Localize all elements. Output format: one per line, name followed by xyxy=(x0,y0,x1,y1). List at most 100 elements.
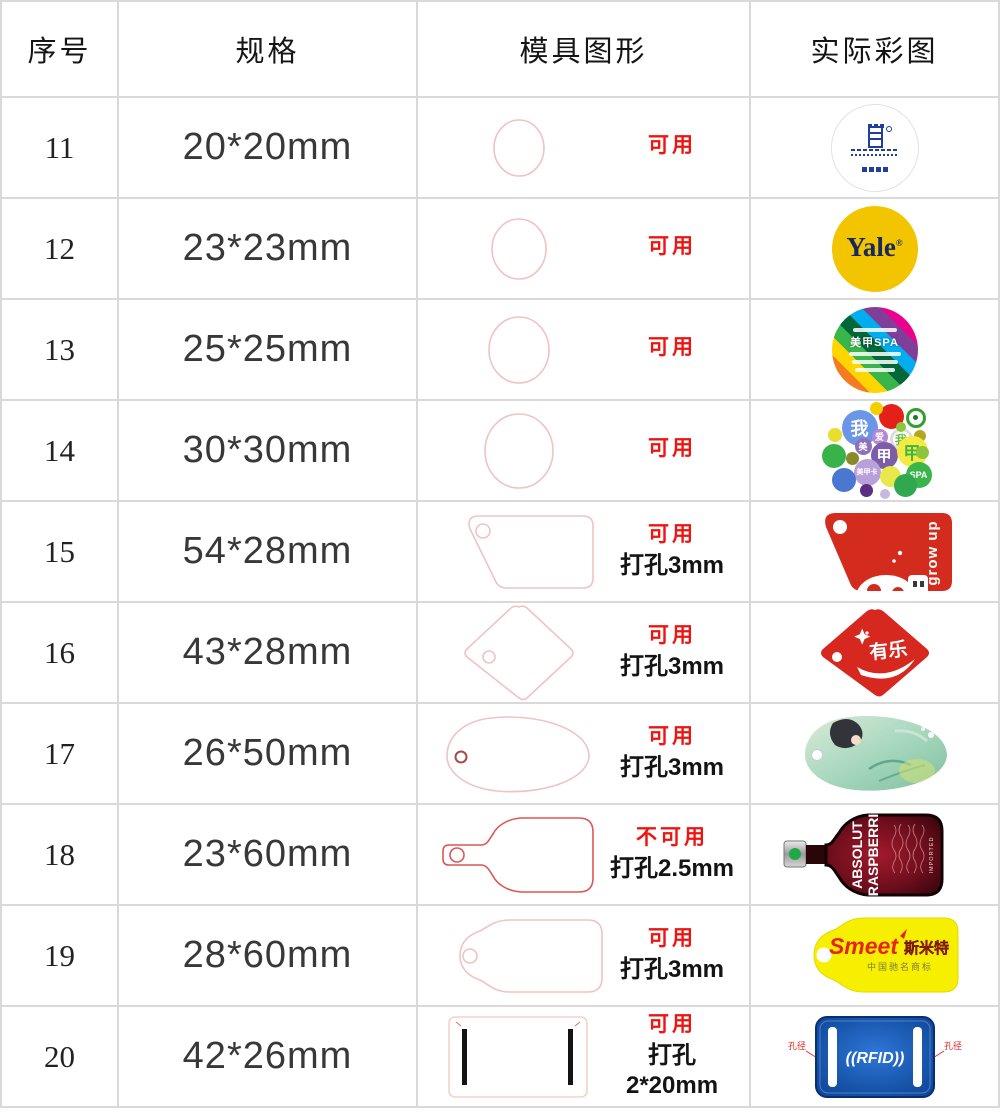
photo-cell: Smeet 斯米特 中国驰名商标 xyxy=(749,906,998,1005)
illegible-text-bar xyxy=(851,359,898,364)
diamond-mold-svg xyxy=(464,604,574,700)
mold-cell: 可用 打孔3mm xyxy=(416,502,749,601)
mold-cell: 可用 xyxy=(416,98,749,197)
serial-number: 15 xyxy=(44,533,75,569)
mold-annotation: 不可用 打孔2.5mm xyxy=(608,825,736,884)
usable-label: 不可用 xyxy=(636,825,708,849)
serial-number: 16 xyxy=(44,634,75,670)
absolut-bottle-image: ABSOLUT RASPBERRI IMPORTED xyxy=(783,813,944,896)
brand-subtitle: 中国驰名商标 xyxy=(866,961,932,972)
serial-number: 20 xyxy=(44,1038,75,1074)
mold-annotation: 可用 打孔3mm xyxy=(608,623,736,682)
photo-cell: 我我爱美甲甲SPA美甲卡 xyxy=(749,401,998,500)
header-mold: 模具图形 xyxy=(416,2,749,96)
price-tag-mold-svg xyxy=(459,918,603,993)
mold-annotation: 可用 xyxy=(608,335,736,364)
hole-icon xyxy=(832,519,847,534)
hole-icon xyxy=(810,748,823,761)
bubble xyxy=(905,407,926,428)
emblem-caption-marks xyxy=(861,166,888,172)
bubble: 爱 xyxy=(871,428,888,445)
mold-annotation: 可用 xyxy=(608,133,736,162)
hole-icon xyxy=(816,947,831,962)
mold-annotation: 可用 打孔3mm xyxy=(608,724,736,783)
usable-label: 可用 xyxy=(648,436,696,460)
serial-number: 18 xyxy=(44,836,75,872)
diamond-mold-outline xyxy=(430,603,608,703)
brand-wordmark: Smeet xyxy=(828,933,898,959)
photo-cell: 有乐 xyxy=(749,603,998,702)
spec-value: 43*28mm xyxy=(117,603,416,702)
hole-icon xyxy=(454,750,468,763)
serial-number: 12 xyxy=(44,230,75,266)
spec-value: 30*30mm xyxy=(117,401,416,500)
header-serial: 序号 xyxy=(27,36,92,68)
hole-diameter-label-right: 孔径 xyxy=(944,1040,962,1051)
hole-label: 打孔3mm xyxy=(619,754,725,782)
rainbow-logo-text: 美甲SPA xyxy=(850,336,899,349)
slot-rectangle-mold-svg xyxy=(448,1015,588,1098)
slot-icon xyxy=(912,1026,922,1087)
circle-mold-svg xyxy=(484,412,554,489)
hole-label: 打孔2*20mm xyxy=(625,1042,719,1100)
photo-cell: 美甲SPA xyxy=(749,300,998,399)
bottle-mold-outline xyxy=(430,810,608,900)
rfid-text: ((RFID)) xyxy=(845,1050,904,1067)
bubble xyxy=(893,473,917,497)
bubble xyxy=(831,467,856,492)
teardrop-mold-outline xyxy=(430,709,608,799)
rfid-tag-image: 孔径 孔径 ((RFID)) xyxy=(788,1015,962,1098)
table-row: 16 43*28mm 可用 打孔3mm 有乐 xyxy=(2,601,998,702)
table-header: 序号 规格 模具图形 实际彩图 xyxy=(2,2,998,96)
slot-icon xyxy=(827,1026,837,1087)
bubble: 美甲卡 xyxy=(853,458,881,486)
serial-number: 11 xyxy=(44,129,75,165)
circle-mold-svg xyxy=(493,118,545,177)
table-row: 19 28*60mm 可用 打孔3mm Smeet 斯米特 中国驰名商标 xyxy=(2,904,998,1005)
table-row: 12 23*23mm 可用 Yale® xyxy=(2,197,998,298)
hole-label: 打孔3mm xyxy=(619,552,725,580)
hole-diameter-label-left: 孔径 xyxy=(788,1040,806,1051)
illegible-text-bar xyxy=(852,327,897,332)
table-row: 17 26*50mm 可用 打孔3mm xyxy=(2,702,998,803)
spec-value: 42*26mm xyxy=(117,1007,416,1106)
tag-text: 有乐 xyxy=(868,637,908,664)
yale-logo: Yale® xyxy=(831,205,918,292)
table-row: 15 54*28mm 可用 打孔3mm xyxy=(2,500,998,601)
yellow-price-tag-image: Smeet 斯米特 中国驰名商标 xyxy=(812,917,958,992)
table-row: 13 25*25mm 可用 美甲SPA xyxy=(2,298,998,399)
usable-label: 可用 xyxy=(648,926,696,950)
mold-annotation: 可用 xyxy=(608,436,736,465)
rainbow-stripe-circle-logo: 美甲SPA xyxy=(831,306,918,393)
spec-value: 28*60mm xyxy=(117,906,416,1005)
bubble: 美 xyxy=(854,437,872,455)
bubble-dot xyxy=(912,414,919,421)
bubble-cluster-logo: 我我爱美甲甲SPA美甲卡 xyxy=(821,401,932,500)
usable-label: 可用 xyxy=(648,623,696,647)
photo-cell: Yale® xyxy=(749,199,998,298)
bubble xyxy=(895,421,906,432)
bottle-side-text: IMPORTED xyxy=(929,836,935,873)
hole-icon xyxy=(449,846,465,863)
mold-annotation: 可用 打孔3mm xyxy=(608,522,736,581)
mold-cell: 不可用 打孔2.5mm xyxy=(416,805,749,904)
mold-annotation: 可用 xyxy=(608,234,736,263)
mold-cell: 可用 xyxy=(416,401,749,500)
bubble xyxy=(821,443,846,468)
usable-label: 可用 xyxy=(648,133,696,157)
spec-value: 25*25mm xyxy=(117,300,416,399)
usable-label: 可用 xyxy=(648,1012,696,1036)
bubble xyxy=(869,401,883,415)
bottle-brand-line1: ABSOLUT xyxy=(849,820,865,888)
yale-wordmark: Yale® xyxy=(846,231,903,262)
mold-cell: 可用 打孔2*20mm xyxy=(416,1007,749,1106)
table-row: 18 23*60mm 不可用 打孔2.5mm xyxy=(2,803,998,904)
bubble: 甲 xyxy=(870,441,898,469)
mold-annotation: 可用 打孔3mm xyxy=(608,926,736,985)
usable-label: 可用 xyxy=(648,522,696,546)
red-diamond-tag-image: 有乐 xyxy=(820,608,929,696)
castle-emblem-icon xyxy=(850,123,899,156)
photo-cell: 孔径 孔径 ((RFID)) xyxy=(749,1007,998,1106)
mold-cell: 可用 打孔3mm xyxy=(416,603,749,702)
slot-icon xyxy=(568,1028,573,1085)
